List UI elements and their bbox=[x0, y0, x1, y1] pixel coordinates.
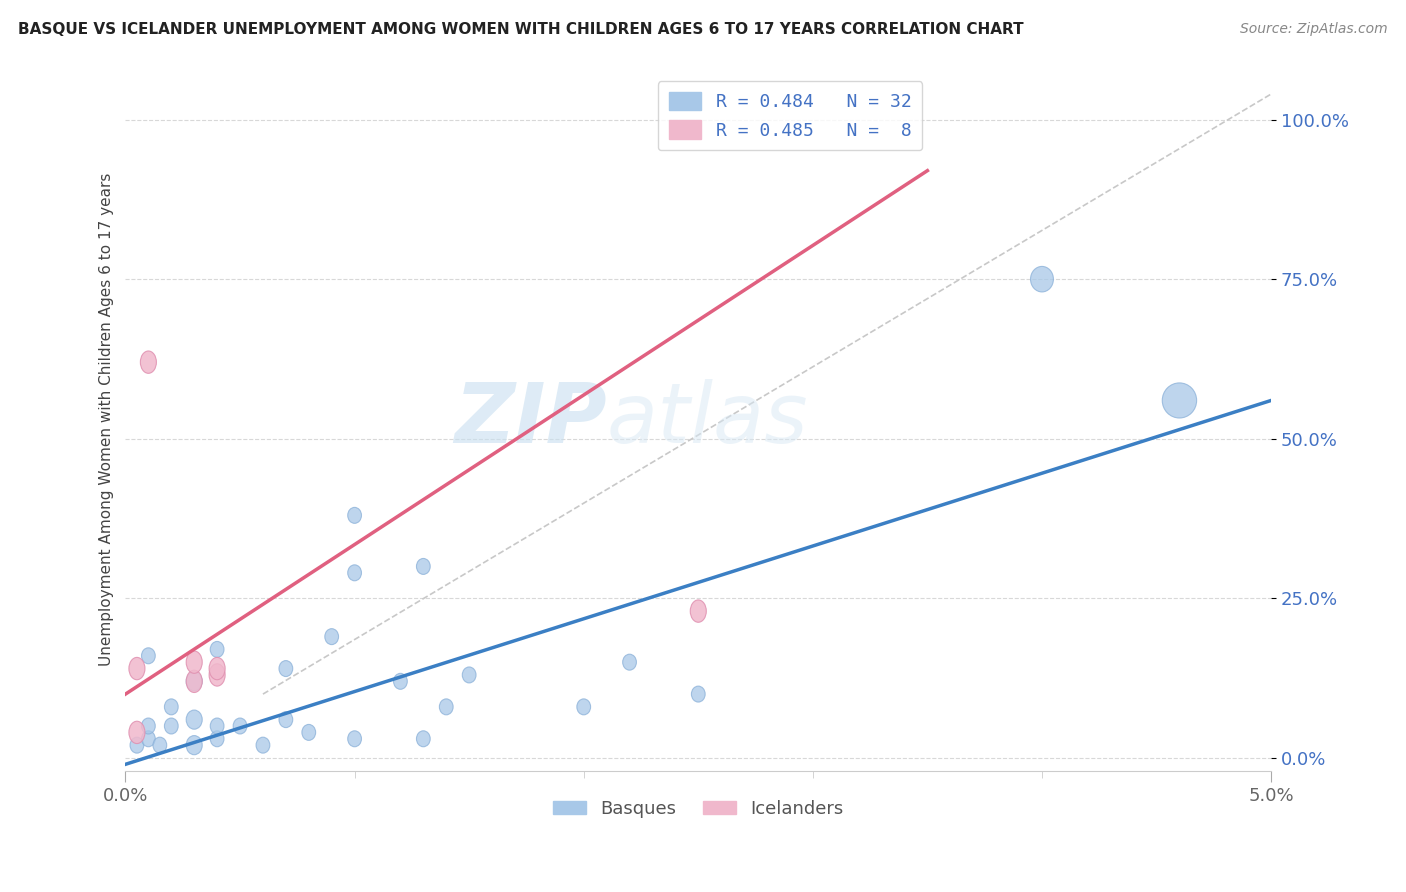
Ellipse shape bbox=[416, 731, 430, 747]
Ellipse shape bbox=[211, 641, 224, 657]
Ellipse shape bbox=[1163, 383, 1197, 418]
Ellipse shape bbox=[209, 664, 225, 686]
Text: BASQUE VS ICELANDER UNEMPLOYMENT AMONG WOMEN WITH CHILDREN AGES 6 TO 17 YEARS CO: BASQUE VS ICELANDER UNEMPLOYMENT AMONG W… bbox=[18, 22, 1024, 37]
Y-axis label: Unemployment Among Women with Children Ages 6 to 17 years: Unemployment Among Women with Children A… bbox=[100, 173, 114, 666]
Ellipse shape bbox=[347, 508, 361, 524]
Ellipse shape bbox=[142, 731, 155, 747]
Ellipse shape bbox=[576, 698, 591, 714]
Ellipse shape bbox=[278, 661, 292, 676]
Ellipse shape bbox=[302, 724, 315, 740]
Ellipse shape bbox=[1031, 267, 1053, 292]
Ellipse shape bbox=[692, 686, 706, 702]
Ellipse shape bbox=[141, 351, 156, 374]
Text: ZIP: ZIP bbox=[454, 379, 606, 460]
Ellipse shape bbox=[165, 698, 179, 714]
Ellipse shape bbox=[463, 667, 477, 683]
Ellipse shape bbox=[347, 731, 361, 747]
Ellipse shape bbox=[209, 657, 225, 680]
Ellipse shape bbox=[233, 718, 247, 734]
Ellipse shape bbox=[142, 718, 155, 734]
Ellipse shape bbox=[690, 600, 706, 623]
Legend: Basques, Icelanders: Basques, Icelanders bbox=[546, 792, 851, 825]
Ellipse shape bbox=[186, 736, 202, 755]
Ellipse shape bbox=[394, 673, 408, 690]
Text: atlas: atlas bbox=[606, 379, 808, 460]
Ellipse shape bbox=[439, 698, 453, 714]
Ellipse shape bbox=[416, 558, 430, 574]
Ellipse shape bbox=[186, 710, 202, 729]
Ellipse shape bbox=[165, 718, 179, 734]
Ellipse shape bbox=[129, 737, 143, 753]
Ellipse shape bbox=[347, 565, 361, 581]
Ellipse shape bbox=[623, 654, 637, 670]
Ellipse shape bbox=[256, 737, 270, 753]
Ellipse shape bbox=[186, 672, 202, 691]
Ellipse shape bbox=[129, 657, 145, 680]
Ellipse shape bbox=[142, 648, 155, 664]
Ellipse shape bbox=[211, 731, 224, 747]
Ellipse shape bbox=[325, 629, 339, 645]
Ellipse shape bbox=[129, 722, 145, 744]
Text: Source: ZipAtlas.com: Source: ZipAtlas.com bbox=[1240, 22, 1388, 37]
Ellipse shape bbox=[153, 737, 167, 753]
Ellipse shape bbox=[186, 670, 202, 692]
Ellipse shape bbox=[211, 718, 224, 734]
Ellipse shape bbox=[186, 651, 202, 673]
Ellipse shape bbox=[278, 712, 292, 728]
